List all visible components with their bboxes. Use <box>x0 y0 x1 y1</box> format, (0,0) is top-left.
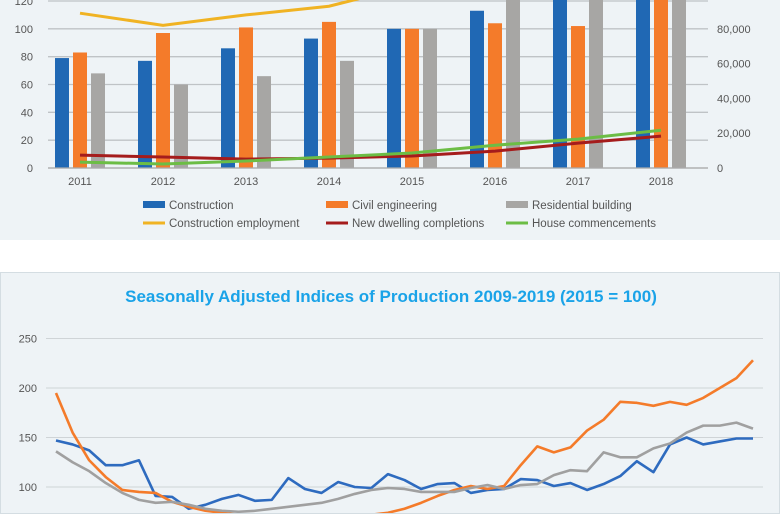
plot-area <box>55 0 686 169</box>
bar-civil-engineering <box>405 28 419 169</box>
x-tick-label: 2012 <box>151 176 175 188</box>
bar-construction <box>553 0 567 168</box>
legend-swatch <box>326 201 348 208</box>
line-construction-employment <box>79 0 360 27</box>
legend-label: Civil engineering <box>352 200 437 212</box>
left-tick-label: 60 <box>21 80 33 92</box>
series-line-2 <box>55 421 754 514</box>
bar-civil-engineering <box>73 52 87 168</box>
right-tick-label: 0 <box>717 163 723 175</box>
bar-civil-engineering <box>322 21 336 168</box>
legend-swatch <box>143 201 165 208</box>
chart-title: Seasonally Adjusted Indices of Productio… <box>125 287 657 306</box>
bar-residential-building <box>506 0 520 168</box>
bar-construction <box>138 60 152 168</box>
right-tick-label: 20,000 <box>717 128 751 140</box>
y-tick-label: 100 <box>19 482 37 494</box>
left-tick-label: 40 <box>21 107 33 119</box>
bar-residential-building <box>672 0 686 168</box>
right-tick-label: 60,000 <box>717 59 751 71</box>
bar-residential-building <box>174 84 188 168</box>
line-house-commencements <box>79 128 662 166</box>
legend-swatch <box>506 201 528 208</box>
y-tick-label: 150 <box>19 433 37 445</box>
y-tick-label: 250 <box>19 334 37 346</box>
y-tick-label: 200 <box>19 383 37 395</box>
left-tick-label: 100 <box>15 24 33 36</box>
bar-civil-engineering <box>654 0 668 169</box>
legend-label: New dwelling completions <box>352 218 485 230</box>
legend-label: Construction employment <box>169 218 300 230</box>
right-tick-label: 40,000 <box>717 93 751 105</box>
bar-construction <box>636 0 650 168</box>
legend-label: Residential building <box>532 200 632 212</box>
x-tick-label: 2015 <box>400 176 424 188</box>
bottom-chart-panel: Seasonally Adjusted Indices of Productio… <box>0 272 780 518</box>
left-tick-label: 20 <box>21 135 33 147</box>
bar-residential-building <box>91 73 105 168</box>
x-tick-label: 2018 <box>649 176 673 188</box>
left-tick-label: 0 <box>27 163 33 175</box>
bar-civil-engineering <box>488 23 502 169</box>
bar-residential-building <box>589 0 603 168</box>
bar-residential-building <box>257 76 271 168</box>
bar-construction <box>387 28 401 169</box>
bar-residential-building <box>340 60 354 168</box>
line-chart: 100 150 200 250 <box>19 334 763 518</box>
x-tick-label: 2017 <box>566 176 590 188</box>
legend-label: Construction <box>169 200 234 212</box>
bar-civil-engineering <box>156 33 170 169</box>
x-tick-label: 2016 <box>483 176 507 188</box>
bar-residential-building <box>423 28 437 169</box>
series-line-0 <box>55 436 753 511</box>
bar-line-chart: 0 20 40 60 80 100 120 0 20,000 40,000 60,000 80,000… <box>15 0 751 230</box>
bar-construction <box>470 10 484 168</box>
left-tick-label: 120 <box>15 0 33 8</box>
bar-construction <box>304 38 318 169</box>
bar-construction <box>221 48 235 168</box>
right-tick-label: 80,000 <box>717 24 751 36</box>
bar-civil-engineering <box>239 27 253 168</box>
x-tick-label: 2014 <box>317 176 341 188</box>
bar-civil-engineering <box>571 26 585 168</box>
legend-label: House commencements <box>532 218 656 230</box>
left-tick-label: 80 <box>21 52 33 64</box>
x-tick-label: 2011 <box>68 176 92 188</box>
x-tick-label: 2013 <box>234 176 258 188</box>
top-chart-panel: 0 20 40 60 80 100 120 0 20,000 40,000 60,000 80,000… <box>0 0 780 240</box>
bar-construction <box>55 58 69 168</box>
line-new-dwelling-completions <box>79 134 662 161</box>
